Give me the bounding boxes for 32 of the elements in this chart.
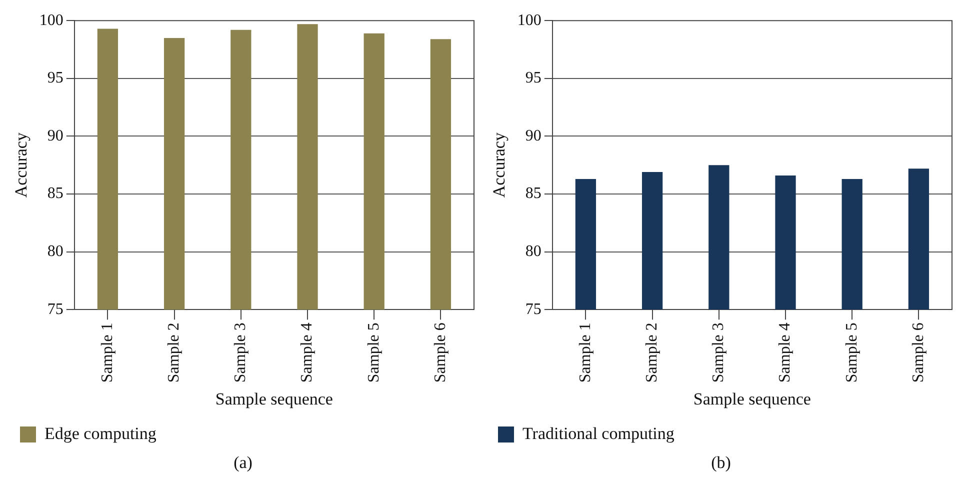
y-tick-label: 95 — [525, 70, 542, 87]
y-tick-label: 90 — [525, 127, 542, 144]
x-tick-label: Sample 4 — [298, 322, 316, 383]
legend-label: Edge computing — [44, 424, 157, 443]
y-tick-label: 80 — [525, 243, 542, 260]
y-tick-label: 85 — [47, 185, 64, 202]
x-tick-label: Sample 3 — [232, 322, 250, 383]
y-axis-title: Accuracy — [490, 132, 509, 198]
x-tick-label: Sample 6 — [432, 322, 449, 383]
x-tick-label: Sample 1 — [98, 322, 116, 383]
x-tick-label: Sample 5 — [843, 322, 860, 383]
y-tick-label: 90 — [47, 127, 64, 144]
x-tick-label: Sample 2 — [166, 322, 183, 383]
legend-label: Traditional computing — [522, 424, 675, 443]
y-tick-label: 100 — [517, 12, 542, 29]
x-tick-label: Sample 4 — [776, 322, 794, 383]
x-tick-label: Sample 5 — [365, 322, 382, 383]
text: (b) — [711, 453, 731, 473]
x-tick-label: Sample 2 — [644, 322, 661, 383]
y-tick-label: 75 — [525, 300, 542, 318]
x-axis-title: Sample sequence — [693, 389, 811, 408]
x-axis-title: Sample sequence — [215, 389, 333, 408]
x-tick-label: Sample 6 — [910, 322, 927, 383]
y-tick-label: 75 — [47, 300, 64, 318]
y-tick-label: 100 — [39, 12, 64, 29]
y-tick-label: 95 — [47, 70, 64, 87]
x-tick-label: Sample 1 — [576, 322, 594, 383]
y-tick-label: 80 — [47, 243, 64, 260]
y-tick-label: 85 — [525, 185, 542, 202]
x-tick-label: Sample 3 — [710, 322, 728, 383]
y-axis-title: Accuracy — [12, 132, 31, 198]
text: (a) — [234, 453, 252, 473]
